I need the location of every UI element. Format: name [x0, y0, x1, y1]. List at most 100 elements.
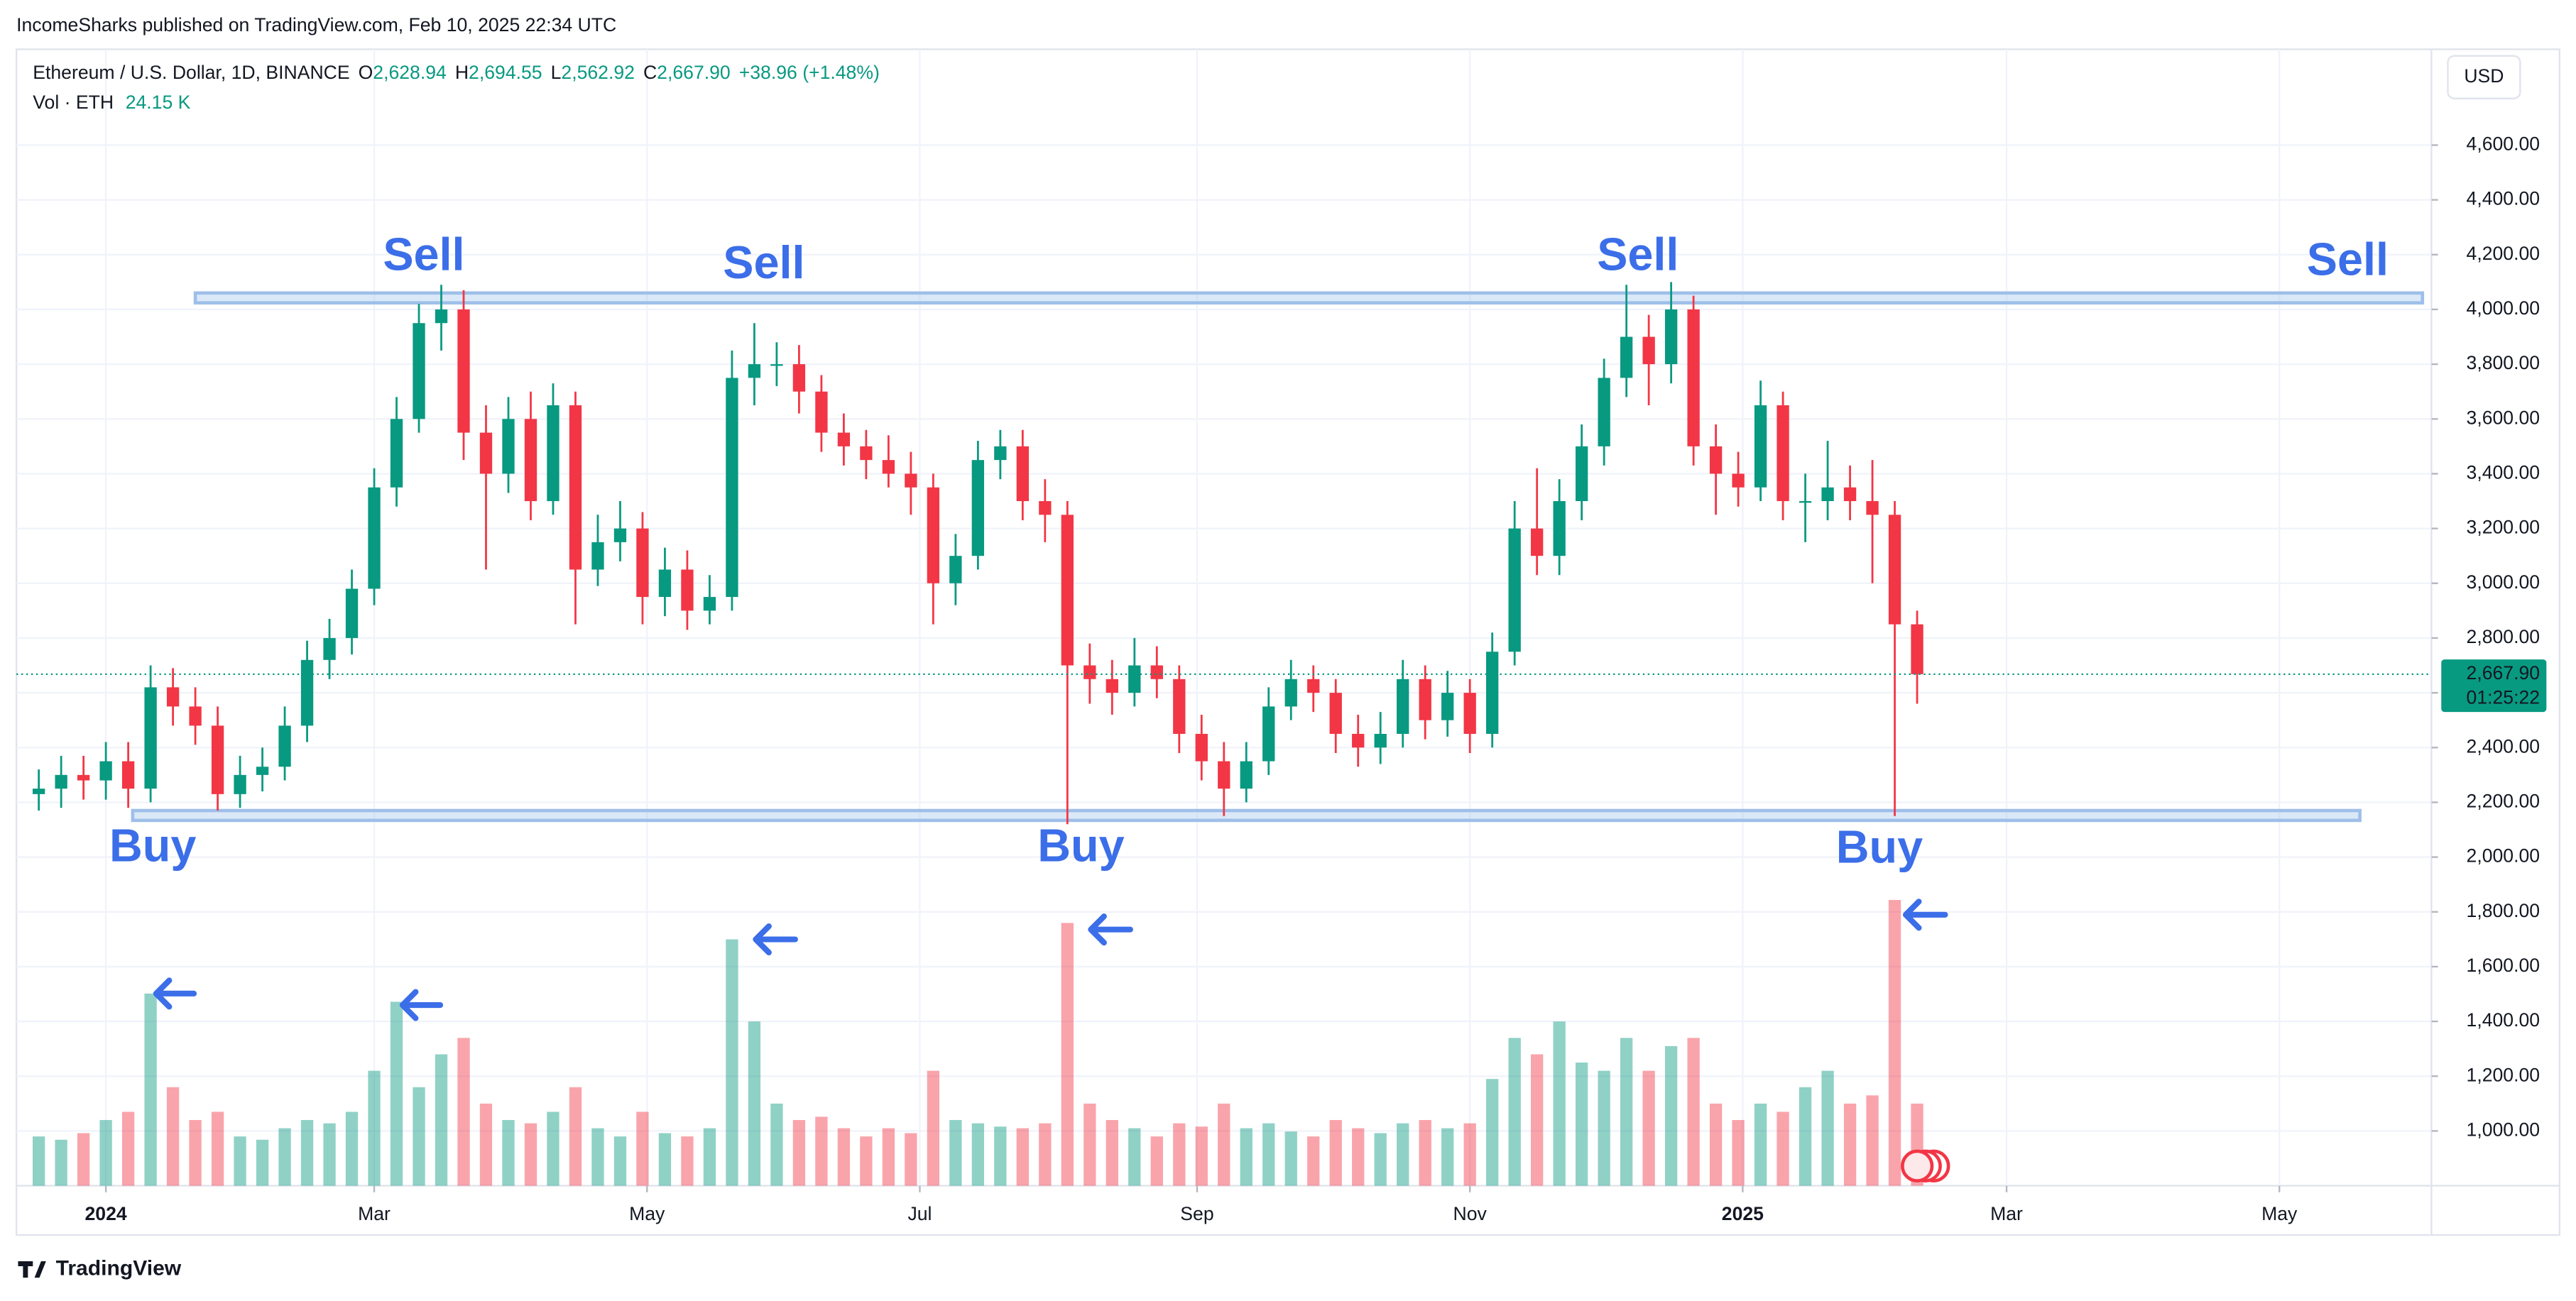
x-tick-label: 2025: [1722, 1203, 1764, 1224]
x-tick-label: Nov: [1453, 1203, 1488, 1224]
candle-body: [1732, 473, 1745, 488]
volume-bar: [189, 1120, 202, 1186]
y-tick-label: 4,200.00: [2467, 243, 2540, 264]
volume-value: 24.15 K: [126, 92, 191, 113]
candle-body: [949, 556, 962, 583]
volume-bar: [1754, 1103, 1767, 1186]
currency[interactable]: USD: [2464, 65, 2504, 87]
volume-bar: [1598, 1070, 1610, 1186]
countdown: 01:25:22: [2467, 687, 2540, 708]
candle-body: [882, 460, 895, 474]
volume-bar: [1284, 1131, 1297, 1186]
volume-bar: [748, 1021, 761, 1186]
candle-body: [323, 637, 336, 660]
candle-body: [770, 364, 783, 366]
volume-bar: [547, 1111, 560, 1186]
volume-bar: [1620, 1038, 1633, 1186]
volume-bar: [166, 1087, 180, 1186]
volume-bar: [703, 1128, 716, 1186]
candle-body: [502, 419, 515, 474]
candle-body: [681, 569, 694, 611]
annotations: Sell Sell Sell Sell Buy Buy Buy: [109, 228, 2389, 872]
volume-bar: [1531, 1054, 1544, 1186]
candle-body: [77, 774, 90, 781]
y-tick-label: 3,400.00: [2467, 461, 2540, 483]
candle-body: [1866, 501, 1879, 515]
volume-bar: [1664, 1045, 1678, 1186]
candle-body: [1061, 515, 1074, 666]
candle-body: [591, 542, 604, 570]
candle-body: [1799, 501, 1812, 503]
annotation: Sell: [1597, 228, 1679, 280]
volume-bar: [256, 1139, 269, 1186]
event-icons: [1901, 1149, 1950, 1182]
volume-bar: [413, 1087, 425, 1186]
currency-button[interactable]: [2447, 55, 2521, 99]
candle-body: [479, 432, 493, 474]
candle-body: [1664, 309, 1678, 365]
volume-bar: [55, 1139, 67, 1186]
last-price-box: [2441, 659, 2547, 713]
candle-body: [99, 761, 112, 781]
candle-body: [994, 446, 1007, 461]
candle-body: [435, 309, 448, 324]
candle-body: [1106, 679, 1118, 693]
candle-body: [636, 528, 649, 598]
volume-bar: [524, 1123, 537, 1186]
candle-body: [1620, 336, 1633, 378]
candle-body: [792, 364, 806, 392]
annotation: Buy: [1836, 821, 1923, 873]
annotation: Buy: [1037, 819, 1124, 871]
candle-body: [368, 487, 381, 589]
arrow: [399, 989, 444, 1021]
candle-body: [55, 774, 67, 789]
volume-bar: [949, 1120, 962, 1186]
annotation: Sell: [383, 228, 464, 280]
candle-body: [1575, 446, 1588, 502]
volume-bar: [479, 1103, 493, 1186]
x-tick-label: May: [629, 1203, 665, 1224]
volume-bar: [1709, 1103, 1723, 1186]
arrow: [153, 977, 197, 1010]
annotation: Buy: [109, 819, 196, 871]
volume-bar: [1039, 1123, 1052, 1186]
candle-body: [1598, 378, 1610, 446]
volume-bar: [770, 1103, 783, 1186]
volume-bar: [77, 1133, 90, 1186]
y-tick-label: 2,000.00: [2467, 845, 2540, 867]
y-tick-label: 2,800.00: [2467, 626, 2540, 647]
open-value: 2,628.94: [373, 62, 447, 83]
volume-bar: [144, 993, 157, 1186]
y-tick-label: 4,600.00: [2467, 133, 2540, 154]
volume-bar: [882, 1128, 895, 1186]
y-tick-label: 4,000.00: [2467, 297, 2540, 319]
volume-bar: [1575, 1063, 1588, 1186]
high-value: 2,694.55: [469, 62, 542, 83]
candle-body: [211, 725, 224, 794]
candle-body: [569, 405, 582, 570]
volume-bar: [815, 1116, 828, 1186]
candle-body: [748, 364, 761, 378]
brand: TradingView: [18, 1257, 182, 1280]
candle-body: [413, 323, 425, 419]
volume-bar: [278, 1128, 291, 1186]
candle-body: [1016, 446, 1029, 502]
volume-bar: [99, 1120, 112, 1186]
volume-label: Vol · ETH: [33, 92, 114, 113]
candle-body: [860, 446, 873, 461]
candle-body: [613, 528, 627, 542]
candle-body: [1777, 405, 1789, 502]
volume-bar: [435, 1054, 448, 1186]
y-tick-label: 2,400.00: [2467, 735, 2540, 757]
candle-body: [971, 460, 984, 556]
candle-body: [837, 432, 851, 446]
candle-body: [1262, 706, 1275, 762]
volume-bar: [927, 1070, 940, 1186]
volume-legend: Vol · ETH 24.15 K: [33, 92, 190, 113]
volume-bar: [1553, 1021, 1566, 1186]
candle-body: [1397, 679, 1409, 734]
y-tick-label: 1,800.00: [2467, 900, 2540, 921]
candle-body: [166, 687, 180, 707]
candle-body: [1553, 501, 1566, 556]
volume-bar: [502, 1120, 515, 1186]
